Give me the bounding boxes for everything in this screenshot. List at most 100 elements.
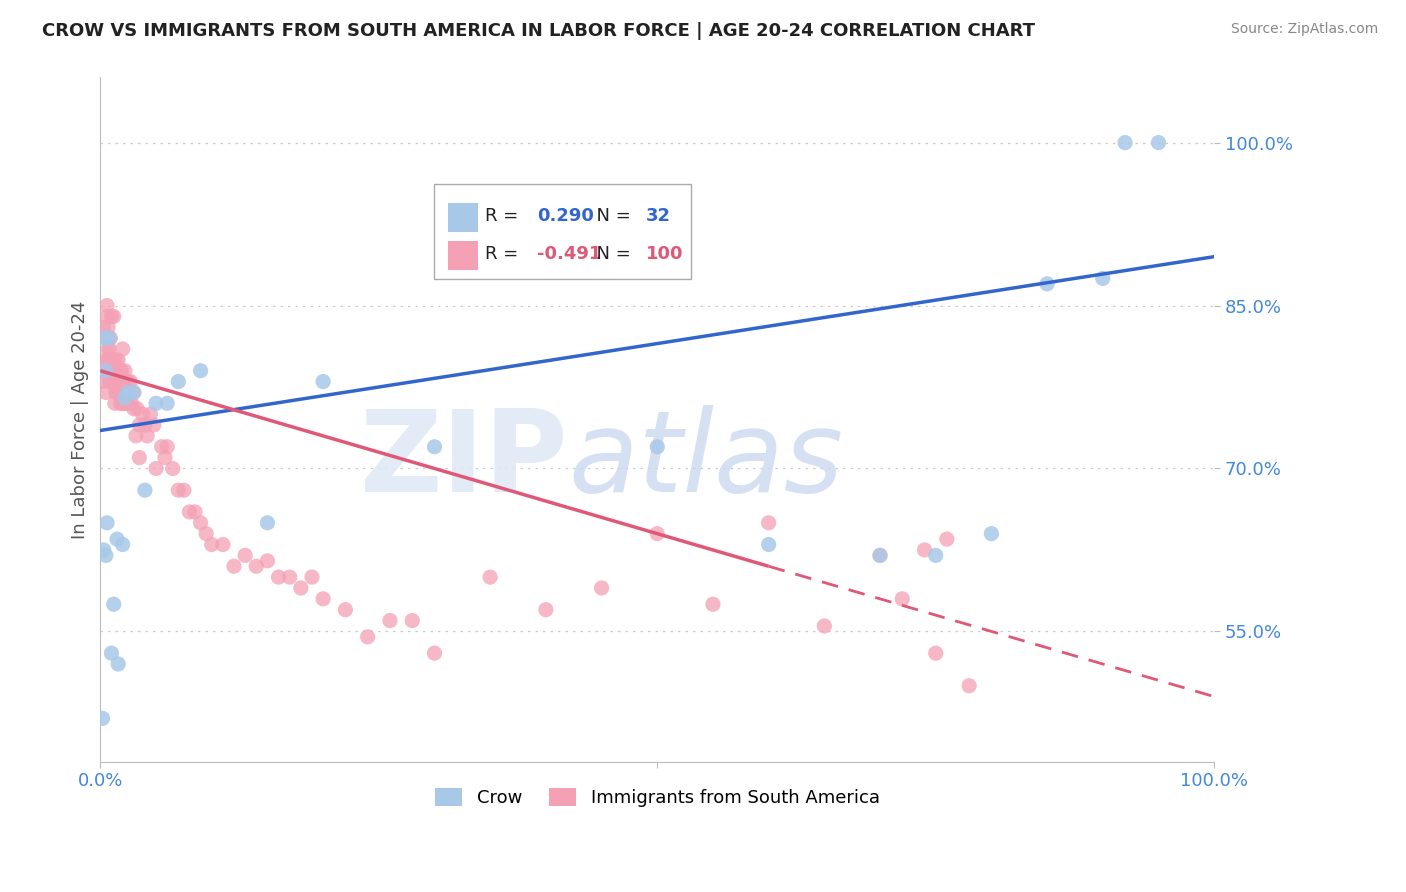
Point [423,440,446,454]
Point [125,429,148,443]
Point [645,440,668,454]
Text: N =: N = [585,207,637,225]
Point [94,352,117,367]
Point [100,352,122,367]
Point [156,440,179,454]
Point [101,352,124,367]
Point [98,375,121,389]
Point [256,516,278,530]
Point [167,375,190,389]
Point [136,429,159,443]
Point [107,385,129,400]
Point [103,375,125,389]
Point [94,331,117,345]
Point [104,396,127,410]
Point [110,364,132,378]
Point [925,549,948,563]
Point [98,352,121,367]
Point [139,407,162,421]
Point [184,505,207,519]
Point [107,352,129,367]
Point [131,407,153,421]
Point [179,505,201,519]
Point [256,554,278,568]
Point [114,364,136,378]
Point [190,364,212,378]
Point [245,559,267,574]
Point [120,375,142,389]
Point [935,532,957,546]
Point [1091,271,1114,285]
Point [758,516,780,530]
Text: Source: ZipAtlas.com: Source: ZipAtlas.com [1230,22,1378,37]
Point [93,543,115,558]
Point [128,417,150,432]
Point [114,396,136,410]
Point [100,364,122,378]
Point [128,450,150,465]
Point [103,597,125,611]
Point [93,320,115,334]
Point [278,570,301,584]
Point [869,549,891,563]
Point [534,603,557,617]
Point [105,532,128,546]
Point [110,364,132,378]
Point [479,570,502,584]
Point [104,375,127,389]
FancyBboxPatch shape [449,241,478,269]
Text: 100: 100 [647,245,683,263]
Point [121,396,143,410]
Point [645,526,668,541]
Point [91,375,114,389]
Point [190,516,212,530]
Point [1147,136,1170,150]
Text: atlas: atlas [568,405,844,516]
Point [97,342,120,356]
Point [212,537,235,551]
Point [378,614,401,628]
Point [91,711,114,725]
Point [117,385,139,400]
Point [96,310,118,324]
Point [111,537,134,551]
Point [110,396,132,410]
Point [145,461,167,475]
Point [98,331,121,345]
Point [167,483,190,498]
Point [104,352,127,367]
Text: R =: R = [485,207,523,225]
Point [115,396,138,410]
Point [105,364,128,378]
Point [290,581,312,595]
Point [104,385,127,400]
Point [105,385,128,400]
Point [142,417,165,432]
Point [111,342,134,356]
Point [335,603,357,617]
Point [222,559,245,574]
Text: 32: 32 [647,207,671,225]
Point [301,570,323,584]
Point [100,352,122,367]
Point [156,396,179,410]
Point [813,619,835,633]
Point [112,375,135,389]
Point [117,375,139,389]
Text: R =: R = [485,245,523,263]
Point [145,396,167,410]
Point [103,310,125,324]
Point [122,385,145,400]
Point [980,526,1002,541]
Point [957,679,980,693]
Point [134,417,156,432]
Point [153,450,176,465]
Point [103,352,125,367]
Point [108,385,131,400]
Point [401,614,423,628]
Point [195,526,218,541]
Point [94,331,117,345]
Point [591,581,613,595]
Point [267,570,290,584]
Point [94,385,117,400]
